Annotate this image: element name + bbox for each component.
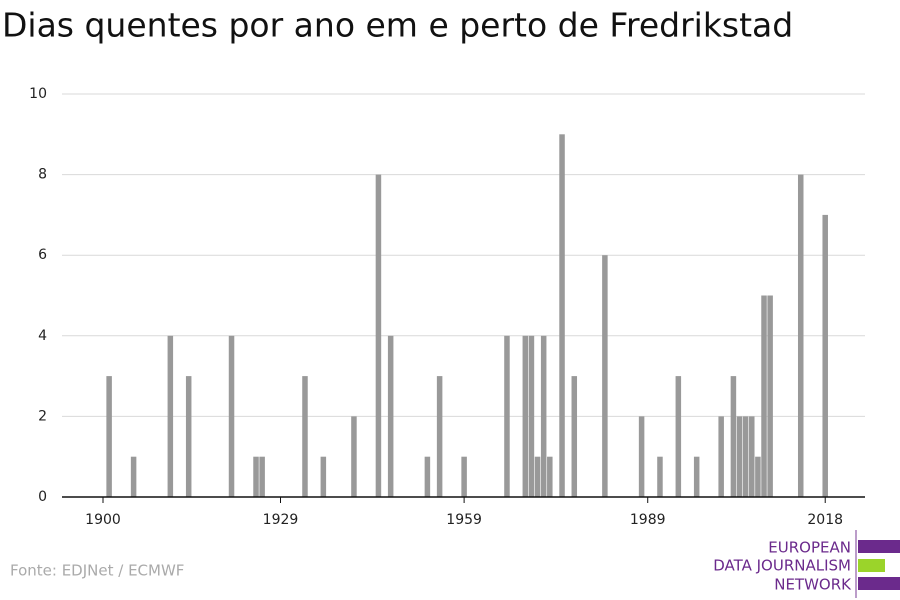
bar [571,376,578,497]
chart-title: Dias quentes por ano em e perto de Fredr… [2,6,793,45]
bar [106,376,112,497]
bar [259,456,265,497]
x-tick-label: 1929 [263,512,299,528]
bar [522,335,529,497]
y-tick-label: 8 [38,167,47,183]
bar [755,456,761,497]
source: Fonte: EDJNet / ECMWF [10,562,184,580]
bar [540,335,547,497]
bar [528,335,535,497]
logo-text: DATA JOURNALISM [713,557,851,575]
logo-text: NETWORK [774,576,852,594]
logo-bar [858,559,885,572]
bar [602,255,608,497]
y-tick-label: 4 [38,328,47,344]
x-tick-label: 1959 [446,512,482,528]
y-tick-label: 0 [38,489,47,505]
bar [436,376,443,497]
bar [822,214,828,497]
bar [749,416,755,497]
logo-bar [858,540,900,553]
bar [797,174,804,497]
x-tick-label: 1900 [85,512,121,528]
y-tick-label: 10 [29,86,47,102]
x-tick-label: 1989 [630,512,666,528]
x-tick-label: 2018 [807,512,843,528]
bar [534,456,541,497]
bar [185,376,192,497]
bar [351,416,357,497]
bar [730,376,737,497]
bar [742,416,749,497]
bar [461,456,467,497]
bar [424,456,431,497]
bar [302,376,308,497]
logo-text: EUROPEAN [768,539,851,557]
bar [130,456,137,497]
bar [693,456,700,497]
bar [736,416,743,497]
y-tick-label: 6 [38,247,47,263]
bar [387,335,394,497]
bar [559,134,565,498]
bar [167,335,174,497]
bar [767,295,773,497]
bar [675,376,682,497]
bar [228,335,235,497]
logo-bar [858,577,900,590]
bar [657,456,663,497]
bar [320,456,327,497]
bar [547,456,553,497]
bar [504,335,510,497]
bar [761,295,767,497]
bar [253,456,259,497]
bar [718,416,724,497]
y-tick-label: 2 [38,408,47,424]
bar [375,174,382,497]
bar [638,416,645,497]
